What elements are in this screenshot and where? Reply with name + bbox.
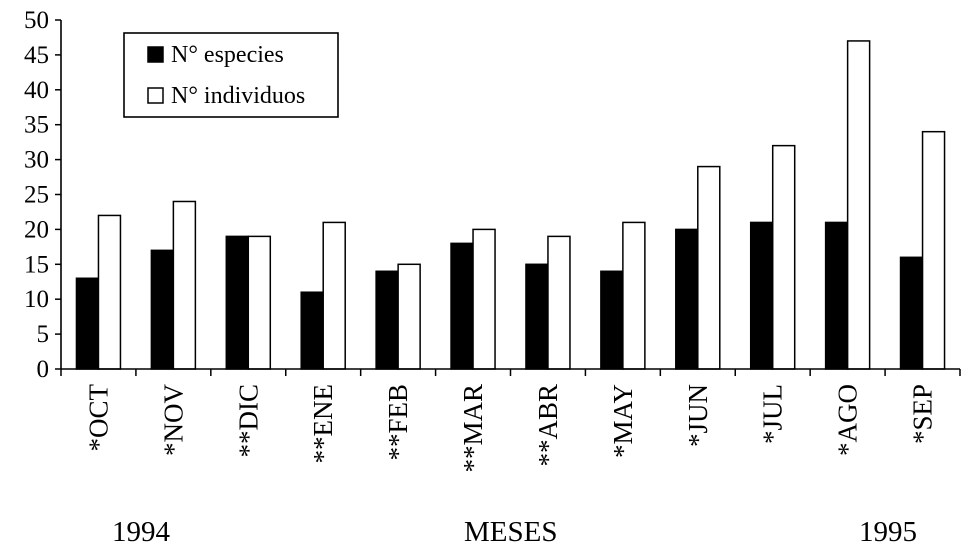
bar-especies: [749, 221, 774, 370]
x-category-label: *MAY: [608, 384, 638, 458]
bar-especies: [899, 256, 924, 370]
bar-individuos: [697, 165, 721, 370]
legend-swatch-individuos: [147, 87, 164, 104]
category-labels: *OCT *NOV **DIC **ENE **FEB **MAR **ABR *MAY *JU…: [83, 383, 937, 472]
y-tick-label: 25: [24, 182, 49, 209]
bar-individuos: [172, 200, 197, 370]
x-category-label: **MAR: [458, 384, 488, 473]
bar-especies: [300, 291, 324, 370]
year-end-label: 1995: [859, 516, 917, 548]
bar-individuos: [472, 228, 496, 370]
legend: N° especies N° individuos: [123, 32, 339, 118]
bar-especies: [525, 263, 549, 370]
bar-individuos: [97, 214, 122, 370]
bar-especies: [600, 270, 624, 370]
x-category-label: *OCT: [83, 383, 113, 451]
x-axis-ticks: [60, 369, 961, 376]
bar-especies: [225, 235, 250, 370]
bar-especies: [150, 249, 175, 370]
y-tick-label: 40: [24, 77, 49, 104]
x-category-label: *SEP: [908, 384, 938, 444]
bar-individuos: [622, 221, 646, 370]
bar-individuos: [921, 130, 946, 370]
y-tick-label: 50: [24, 7, 49, 34]
y-tick-label: 0: [37, 356, 50, 383]
bar-especies: [450, 242, 474, 370]
y-axis-ticks: 0 5 10 15 20 25 30 35 40 45 50: [24, 7, 61, 383]
bar-individuos: [397, 263, 421, 370]
bar-especies: [675, 228, 699, 370]
x-category-label: *NOV: [158, 384, 188, 456]
x-axis-title: MESES: [464, 516, 558, 548]
x-category-label: **FEB: [383, 384, 413, 461]
y-tick-label: 20: [24, 216, 49, 243]
x-category-label: **DIC: [233, 384, 263, 458]
bar-individuos: [247, 235, 272, 370]
y-tick-label: 10: [24, 286, 49, 313]
bar-especies: [75, 277, 100, 370]
bar-individuos: [322, 221, 346, 370]
x-category-label: **ABR: [533, 384, 563, 467]
y-tick-label: 5: [37, 321, 50, 348]
bar-individuos: [846, 40, 871, 370]
y-tick-label: 30: [24, 147, 49, 174]
x-category-label: *AGO: [833, 384, 863, 456]
bar-individuos: [547, 235, 571, 370]
x-category-label: *JUN: [683, 384, 713, 447]
y-tick-label: 35: [24, 112, 49, 139]
x-category-label: **ENE: [308, 384, 338, 463]
year-start-label: 1994: [112, 516, 170, 548]
bar-individuos: [771, 144, 796, 370]
bars: [75, 40, 946, 370]
bar-especies: [824, 221, 849, 370]
legend-label-individuos: N° individuos: [171, 83, 305, 109]
bar-especies: [375, 270, 399, 370]
y-tick-label: 15: [24, 251, 49, 278]
legend-label-especies: N° especies: [171, 42, 284, 68]
legend-swatch-especies: [147, 46, 164, 63]
y-tick-label: 45: [24, 42, 49, 69]
x-category-label: *JUL: [758, 384, 788, 444]
